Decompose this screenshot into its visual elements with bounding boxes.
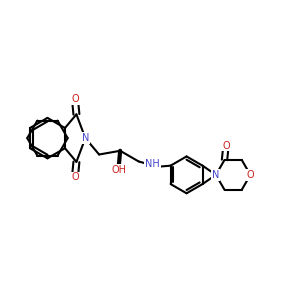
Text: O: O — [222, 141, 230, 151]
Text: NH: NH — [145, 160, 160, 170]
Text: N: N — [212, 170, 220, 180]
Text: O: O — [71, 172, 79, 182]
Text: N: N — [82, 133, 89, 143]
Text: OH: OH — [111, 165, 126, 175]
Text: O: O — [247, 170, 254, 180]
Text: O: O — [71, 94, 79, 104]
Text: N: N — [212, 170, 220, 180]
